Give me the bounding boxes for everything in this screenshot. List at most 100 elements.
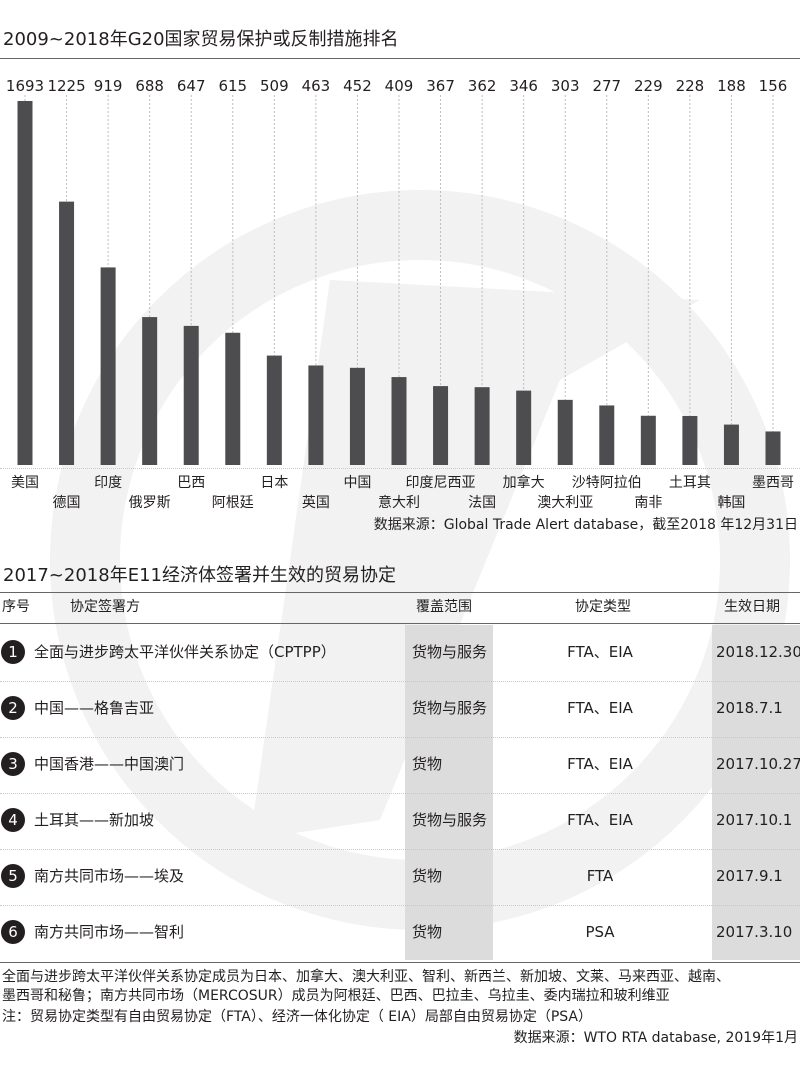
bar-value-label: 647 (177, 77, 206, 95)
category-label: 意大利 (378, 494, 420, 511)
category-label: 沙特阿拉伯 (572, 475, 642, 491)
bar-value-label: 919 (94, 77, 123, 95)
table-header-rule (0, 623, 800, 624)
bar-value-label: 409 (385, 77, 414, 95)
header-seq: 序号 (2, 599, 30, 615)
table-row: 6 南方共同市场——智利 货物 PSA 2017.3.10 (0, 905, 800, 961)
row-scope: 货物 (412, 867, 443, 885)
table-row: 2 中国——格鲁吉亚 货物与服务 FTA、EIA 2018.7.1 (0, 681, 800, 737)
bar (516, 390, 532, 465)
table-title: 2017~2018年E11经济体签署并生效的贸易协定 (3, 565, 396, 586)
bar-value-label: 367 (426, 77, 455, 95)
header-date: 生效日期 (724, 599, 780, 615)
row-scope: 货物与服务 (412, 699, 488, 717)
bar-value-label: 509 (260, 77, 289, 95)
bar-value-label: 463 (302, 77, 331, 95)
row-type: FTA、EIA (567, 811, 633, 829)
row-date: 2018.12.30 (716, 643, 800, 661)
row-number-badge: 4 (1, 808, 25, 832)
bar (100, 267, 116, 465)
header-type: 协定类型 (575, 599, 631, 615)
category-label: 印度尼西亚 (406, 475, 476, 491)
bar (183, 325, 199, 465)
axis-divider (0, 468, 800, 469)
row-scope: 货物与服务 (412, 811, 488, 829)
category-label: 加拿大 (503, 474, 545, 491)
category-label: 土耳其 (669, 475, 711, 491)
row-scope: 货物 (412, 755, 443, 773)
row-number-badge: 3 (1, 752, 25, 776)
bar-value-label: 346 (509, 77, 538, 95)
row-agreement-name: 全面与进步跨太平洋伙伴关系协定（CPTPP） (34, 643, 336, 661)
header-party: 协定签署方 (70, 599, 140, 615)
row-scope: 货物与服务 (412, 643, 488, 661)
bar (682, 415, 698, 465)
row-agreement-name: 中国——格鲁吉亚 (34, 699, 155, 717)
category-label: 中国 (343, 475, 371, 491)
chart-source: 数据来源：Global Trade Alert database，截至2018 … (373, 517, 798, 533)
table-bottom-rule (0, 962, 800, 963)
row-type: FTA、EIA (567, 643, 633, 661)
row-number-badge: 6 (1, 920, 25, 944)
bar-value-label: 688 (135, 77, 164, 95)
bar (59, 201, 75, 465)
category-label: 俄罗斯 (129, 495, 171, 511)
row-agreement-name: 南方共同市场——智利 (34, 923, 185, 941)
table-row: 5 南方共同市场——埃及 货物 FTA 2017.9.1 (0, 849, 800, 905)
bar (433, 386, 449, 465)
bar (142, 317, 158, 465)
table-title-rule (0, 592, 800, 593)
category-label: 澳大利亚 (537, 495, 593, 511)
category-label: 墨西哥 (752, 475, 794, 491)
bar-value-label: 188 (717, 77, 746, 95)
bar (723, 424, 739, 465)
row-date: 2018.7.1 (716, 699, 783, 717)
row-type: FTA (586, 867, 614, 885)
row-date: 2017.10.27 (716, 755, 800, 773)
bar-value-label: 1693 (6, 77, 44, 95)
row-type: FTA、EIA (567, 699, 633, 717)
bar (599, 405, 615, 465)
bar-value-label: 452 (343, 77, 372, 95)
table-source: 数据来源：WTO RTA database, 2019年1月 (513, 1030, 798, 1046)
chart-title: 2009~2018年G20国家贸易保护或反制措施排名 (3, 29, 399, 50)
row-number-badge: 5 (1, 864, 25, 888)
bar (474, 387, 490, 465)
table-note-members-2: 墨西哥和秘鲁；南方共同市场（MERCOSUR）成员为阿根廷、巴西、巴拉圭、乌拉圭… (2, 988, 670, 1004)
row-scope: 货物 (412, 923, 443, 941)
bar (557, 399, 573, 465)
bar-value-label: 228 (676, 77, 705, 95)
row-agreement-name: 南方共同市场——埃及 (34, 867, 185, 885)
category-label: 印度 (94, 475, 122, 491)
category-label: 法国 (468, 495, 496, 511)
row-date: 2017.10.1 (716, 811, 793, 829)
table-row: 4 土耳其——新加坡 货物与服务 FTA、EIA 2017.10.1 (0, 793, 800, 849)
bar-value-label: 156 (759, 77, 788, 95)
category-label: 日本 (260, 475, 288, 491)
bar (308, 365, 324, 465)
bar-chart: 1693 美国 1225 德国 919 印度 688 俄罗斯 647 巴西 615 阿根廷 509 日本 4… (6, 77, 794, 511)
category-label: 巴西 (177, 475, 205, 491)
bar-value-label: 362 (468, 77, 497, 95)
bar-value-label: 615 (218, 77, 247, 95)
bar (17, 101, 33, 465)
table-note-members-1: 全面与进步跨太平洋伙伴关系协定成员为日本、加拿大、澳大利亚、智利、新西兰、新加坡… (2, 969, 730, 985)
table-note-types: 注：贸易协定类型有自由贸易协定（FTA）、经济一体化协定（ EIA）局部自由贸易… (2, 1009, 593, 1025)
header-scope: 覆盖范围 (416, 599, 472, 615)
bar (640, 415, 656, 465)
bar (765, 431, 781, 465)
category-label: 阿根廷 (212, 495, 254, 511)
row-type: FTA、EIA (567, 755, 633, 773)
bar-value-label: 277 (592, 77, 621, 95)
title-rule (0, 58, 800, 59)
row-date: 2017.9.1 (716, 867, 783, 885)
row-number-badge: 2 (1, 696, 25, 720)
bar-value-label: 229 (634, 77, 663, 95)
category-label: 英国 (302, 494, 330, 511)
category-label: 德国 (53, 495, 81, 511)
bar (349, 367, 365, 465)
row-date: 2017.3.10 (716, 923, 793, 941)
category-label: 美国 (11, 475, 39, 491)
bar (266, 355, 282, 465)
bar (225, 332, 241, 465)
